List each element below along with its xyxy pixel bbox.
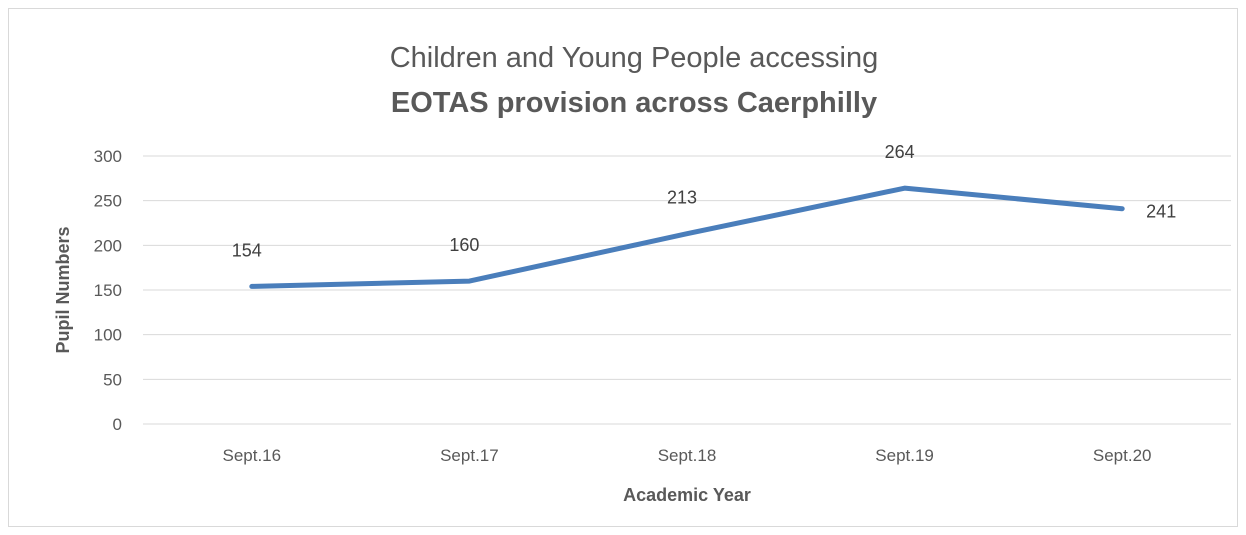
- y-axis-title: Pupil Numbers: [53, 226, 73, 353]
- data-label: 241: [1146, 202, 1176, 222]
- data-label: 160: [449, 235, 479, 255]
- data-label: 213: [667, 188, 697, 208]
- y-tick-label: 50: [103, 370, 122, 389]
- y-tick-label: 0: [113, 415, 122, 434]
- y-tick-label: 300: [94, 147, 122, 166]
- data-label: 264: [885, 142, 915, 162]
- y-tick-label: 250: [94, 192, 122, 211]
- y-axis-ticks: 0 50 100 150 200 250 300: [94, 147, 122, 434]
- data-labels: 154 160 213 264 241: [232, 142, 1176, 260]
- data-label: 154: [232, 240, 262, 260]
- x-axis-title: Academic Year: [623, 485, 751, 505]
- chart-title-line2: EOTAS provision across Caerphilly: [391, 87, 877, 119]
- series-layer: [249, 185, 1125, 289]
- x-tick-label: Sept.16: [222, 446, 281, 465]
- y-tick-label: 150: [94, 281, 122, 300]
- x-axis-ticks: Sept.16 Sept.17 Sept.18 Sept.19 Sept.20: [222, 446, 1151, 465]
- chart-frame: [8, 8, 1238, 527]
- x-tick-label: Sept.20: [1093, 446, 1152, 465]
- x-tick-label: Sept.18: [658, 446, 717, 465]
- y-tick-label: 200: [94, 236, 122, 255]
- chart-title-line1: Children and Young People accessing: [390, 42, 879, 74]
- x-tick-label: Sept.17: [440, 446, 499, 465]
- x-tick-label: Sept.19: [875, 446, 934, 465]
- y-tick-label: 100: [94, 326, 122, 345]
